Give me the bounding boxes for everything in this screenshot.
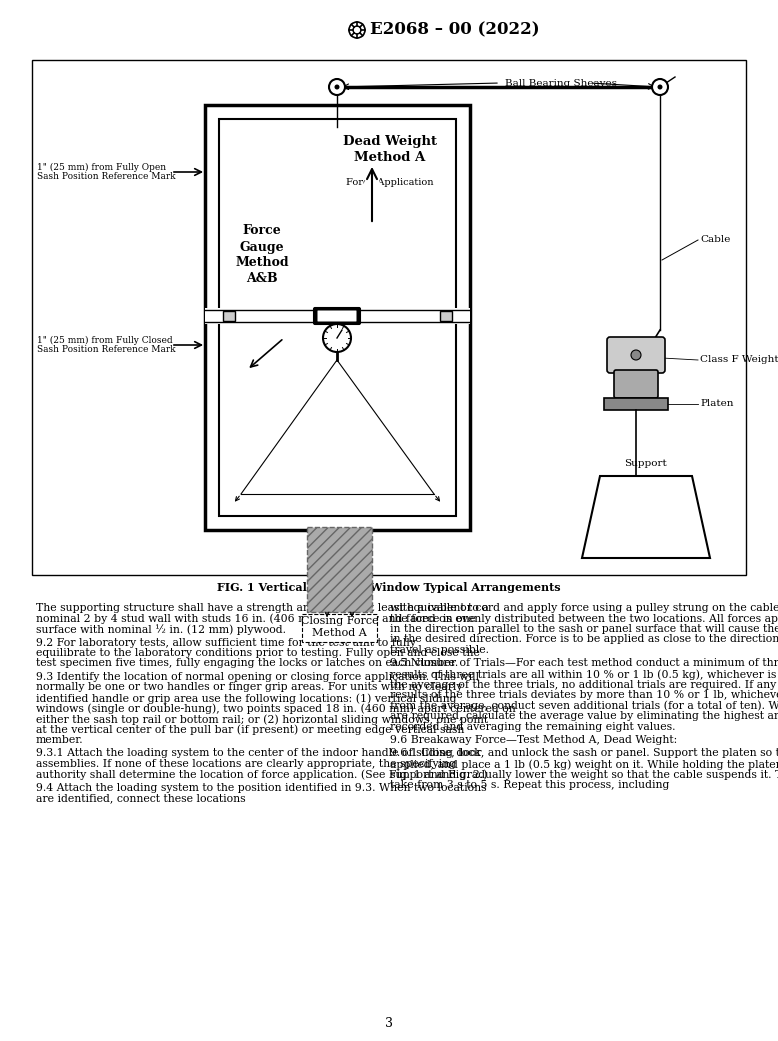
Bar — [302, 614, 377, 642]
Text: identified handle or grip area use the following locations: (1) vertical sliding: identified handle or grip area use the f… — [36, 693, 457, 704]
Text: results of the three trials deviates by more than 10 % or 1 lb, whichever is gre: results of the three trials deviates by … — [390, 690, 778, 700]
Text: normally be one or two handles or finger grip areas. For units with no clearly: normally be one or two handles or finger… — [36, 683, 462, 692]
Circle shape — [323, 324, 351, 352]
Text: 3: 3 — [385, 1017, 393, 1030]
Text: Sash Position Reference Mark: Sash Position Reference Mark — [37, 345, 176, 354]
Text: either the sash top rail or bottom rail; or (2) horizontal sliding windows, one : either the sash top rail or bottom rail;… — [36, 714, 488, 725]
Text: assemblies. If none of these locations are clearly appropriate, the specifying: assemblies. If none of these locations a… — [36, 759, 456, 769]
Text: member.: member. — [36, 735, 83, 745]
FancyBboxPatch shape — [614, 370, 658, 398]
Text: nominal 2 by 4 stud wall with studs 16 in. (406 mm) on center and faced on one: nominal 2 by 4 stud wall with studs 16 i… — [36, 613, 476, 624]
Text: 9.5 Number of Trials—For each test method conduct a minimum of three trials. If : 9.5 Number of Trials—For each test metho… — [390, 659, 778, 668]
Text: take from 3 s to 5 s. Repeat this process, including: take from 3 s to 5 s. Repeat this proces… — [390, 780, 669, 790]
Text: recorded and averaging the remaining eight values.: recorded and averaging the remaining eig… — [390, 721, 675, 732]
Text: The supporting structure shall have a strength and rigidity at least equivalent : The supporting structure shall have a st… — [36, 603, 489, 613]
Circle shape — [335, 84, 339, 90]
Text: Platen: Platen — [700, 400, 734, 408]
Text: 9.3.1 Attach the loading system to the center of the indoor handle of sliding do: 9.3.1 Attach the loading system to the c… — [36, 748, 482, 759]
Text: results of three trials are all within 10 % or 1 lb (0.5 kg), whichever is great: results of three trials are all within 1… — [390, 669, 778, 680]
Bar — [32, 60, 746, 575]
Text: Closing Force
Method A: Closing Force Method A — [300, 616, 378, 638]
Text: 9.4 Attach the loading system to the position identified in 9.3. When two locati: 9.4 Attach the loading system to the pos… — [36, 783, 486, 793]
Text: 9.6 Breakaway Force—Test Method A, Dead Weight:: 9.6 Breakaway Force—Test Method A, Dead … — [390, 735, 678, 745]
Text: from the average, conduct seven additional trials (for a total of ten). When ten: from the average, conduct seven addition… — [390, 701, 778, 711]
Text: Force
Gauge
Method
A&B: Force Gauge Method A&B — [235, 225, 289, 285]
FancyBboxPatch shape — [317, 310, 356, 322]
Text: the force is evenly distributed between the two locations. All forces applied ar: the force is evenly distributed between … — [390, 613, 778, 624]
Text: Ball Bearing Sheaves: Ball Bearing Sheaves — [505, 78, 617, 87]
Circle shape — [329, 79, 345, 95]
Text: support and gradually lower the weight so that the cable suspends it. This proce: support and gradually lower the weight s… — [390, 769, 778, 780]
Text: 9.3 Identify the location of normal opening or closing force application. This w: 9.3 Identify the location of normal open… — [36, 672, 479, 682]
FancyBboxPatch shape — [607, 337, 665, 373]
Bar — [223, 311, 235, 321]
Text: E2068 – 00 (2022): E2068 – 00 (2022) — [370, 22, 540, 39]
Text: Force Application: Force Application — [346, 178, 434, 187]
Text: 9.2 For laboratory tests, allow sufficient time for the test unit to fully: 9.2 For laboratory tests, allow sufficie… — [36, 637, 416, 648]
Text: applied, and place a 1 lb (0.5 kg) weight on it. While holding the platen, remov: applied, and place a 1 lb (0.5 kg) weigh… — [390, 759, 778, 769]
Bar — [219, 318, 456, 516]
Text: 9.6.1 Close, lock, and unlock the sash or panel. Support the platen so that no l: 9.6.1 Close, lock, and unlock the sash o… — [390, 748, 778, 759]
FancyBboxPatch shape — [314, 308, 360, 324]
Text: in the desired direction. Force is to be applied as close to the direction and p: in the desired direction. Force is to be… — [390, 635, 778, 644]
Bar — [307, 527, 372, 612]
Text: 1" (25 mm) from Fully Closed: 1" (25 mm) from Fully Closed — [37, 336, 173, 346]
Bar — [440, 311, 452, 321]
Text: test specimen five times, fully engaging the locks or latches on each closure.: test specimen five times, fully engaging… — [36, 659, 458, 668]
Text: in the direction parallel to the sash or panel surface that will cause the panel: in the direction parallel to the sash or… — [390, 624, 778, 634]
Text: equilibrate to the laboratory conditions prior to testing. Fully open and close : equilibrate to the laboratory conditions… — [36, 648, 480, 658]
Text: are required, calculate the average value by eliminating the highest and lowest : are required, calculate the average valu… — [390, 711, 778, 721]
Text: Cable: Cable — [700, 235, 731, 245]
Bar — [604, 398, 668, 410]
Polygon shape — [582, 476, 710, 558]
Text: the average of the three trials, no additional trials are required. If any of th: the average of the three trials, no addi… — [390, 680, 778, 689]
Text: Sash Position Reference Mark: Sash Position Reference Mark — [37, 172, 176, 181]
Text: authority shall determine the location of force application. (See Fig. 1 and Fig: authority shall determine the location o… — [36, 769, 488, 780]
Bar — [205, 105, 470, 530]
Text: with a cable or cord and apply force using a pulley strung on the cable or cord : with a cable or cord and apply force usi… — [390, 603, 778, 613]
Circle shape — [657, 84, 663, 90]
Bar — [205, 308, 470, 324]
Text: at the vertical center of the pull bar (if present) or meeting edge vertical sas: at the vertical center of the pull bar (… — [36, 725, 464, 735]
Circle shape — [652, 79, 668, 95]
Text: 1" (25 mm) from Fully Open: 1" (25 mm) from Fully Open — [37, 163, 166, 172]
Text: windows (single or double-hung), two points spaced 18 in. (460 mm) apart centere: windows (single or double-hung), two poi… — [36, 704, 516, 714]
Text: FIG. 1 Vertically Sliding Window Typical Arrangements: FIG. 1 Vertically Sliding Window Typical… — [217, 582, 561, 593]
Text: surface with nominal ½ in. (12 mm) plywood.: surface with nominal ½ in. (12 mm) plywo… — [36, 624, 286, 635]
Text: are identified, connect these locations: are identified, connect these locations — [36, 793, 246, 804]
Text: Class F Weights: Class F Weights — [700, 355, 778, 364]
Text: travel as possible.: travel as possible. — [390, 645, 489, 655]
Text: Support: Support — [625, 459, 668, 468]
Bar — [219, 119, 456, 318]
Circle shape — [631, 350, 641, 360]
Text: Dead Weight
Method A: Dead Weight Method A — [343, 135, 437, 164]
